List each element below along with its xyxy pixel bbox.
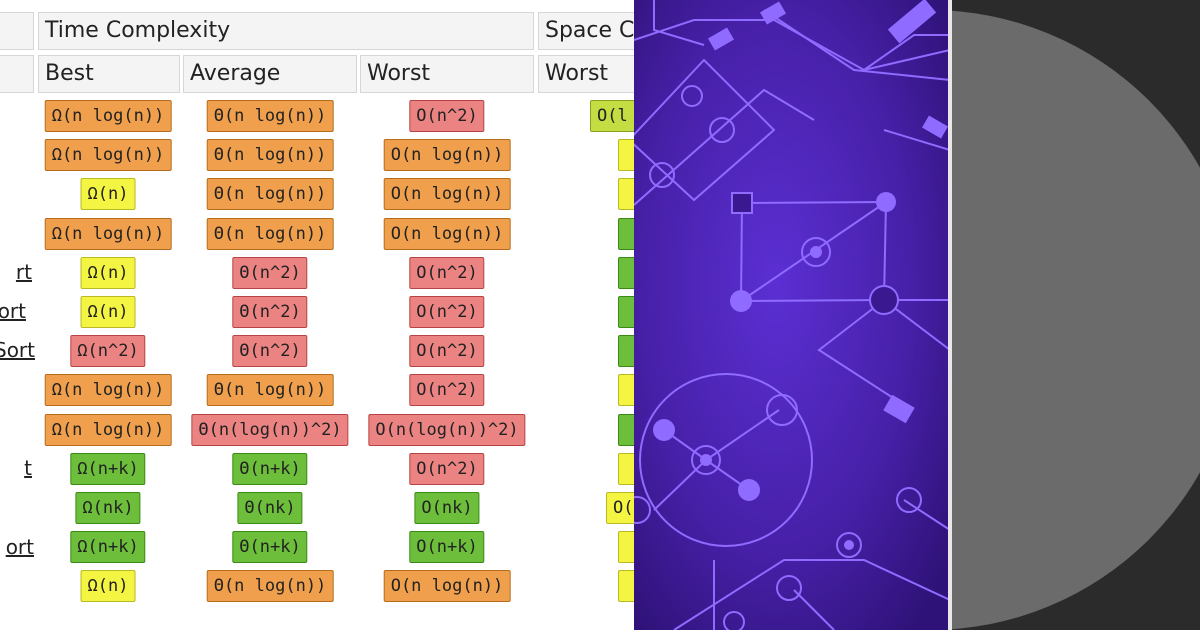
average-case-badge: Θ(n^2)	[232, 256, 308, 289]
average-case-badge: Θ(n log(n))	[206, 374, 334, 407]
header-time-complexity: Time Complexity	[38, 12, 534, 50]
average-case-badge: Θ(nk)	[237, 492, 303, 524]
best-case-badge: Ω(n log(n))	[44, 413, 172, 446]
best-case-badge: Ω(n)	[80, 296, 136, 328]
average-case-badge: Θ(n log(n))	[206, 570, 334, 603]
space-complexity-badge	[618, 413, 634, 446]
header-corner-bottom	[0, 55, 34, 93]
average-case-badge: Θ(n^2)	[232, 335, 308, 368]
worst-case-badge: O(n(log(n))^2)	[368, 413, 526, 446]
gray-disc	[950, 10, 1200, 630]
best-case-badge: Ω(n log(n))	[44, 100, 172, 132]
worst-case-badge: O(n^2)	[409, 452, 485, 485]
row-link[interactable]: ort	[0, 299, 26, 323]
best-case-badge: Ω(n)	[80, 570, 136, 603]
space-complexity-badge	[618, 335, 634, 368]
header-corner-top	[0, 12, 34, 50]
space-complexity-badge: O(	[606, 492, 634, 524]
header-average: Average	[183, 55, 357, 93]
worst-case-badge: O(n log(n))	[383, 217, 511, 250]
best-case-badge: Ω(n)	[80, 178, 136, 211]
best-case-badge: Ω(n log(n))	[44, 374, 172, 407]
worst-case-badge: O(nk)	[414, 492, 480, 524]
row-link[interactable]: ort	[5, 535, 34, 559]
space-complexity-badge	[618, 296, 634, 328]
worst-case-badge: O(n^2)	[409, 256, 485, 289]
circuit-graphic	[634, 0, 950, 630]
worst-case-badge: O(n log(n))	[383, 570, 511, 603]
average-case-badge: Θ(n log(n))	[206, 178, 334, 211]
best-case-badge: Ω(n log(n))	[44, 139, 172, 172]
best-case-badge: Ω(n)	[80, 256, 136, 289]
worst-case-badge: O(n log(n))	[383, 178, 511, 211]
worst-case-badge: O(n+k)	[409, 531, 485, 564]
average-case-badge: Θ(n+k)	[232, 452, 308, 485]
best-case-badge: Ω(n+k)	[70, 531, 146, 564]
space-complexity-badge	[618, 570, 634, 603]
dark-panel	[950, 0, 1200, 630]
header-space-worst: Worst	[538, 55, 634, 93]
row-link[interactable]: t	[24, 456, 32, 480]
worst-case-badge: O(n^2)	[409, 374, 485, 407]
circuit-illustration	[634, 0, 950, 630]
row-link[interactable]: rt	[15, 260, 32, 284]
average-case-badge: Θ(n log(n))	[206, 217, 334, 250]
average-case-badge: Θ(n log(n))	[206, 139, 334, 172]
average-case-badge: Θ(n(log(n))^2)	[191, 413, 349, 446]
best-case-badge: Ω(n^2)	[70, 335, 146, 368]
best-case-badge: Ω(n+k)	[70, 452, 146, 485]
header-worst: Worst	[360, 55, 534, 93]
space-complexity-badge: O(l	[590, 100, 634, 132]
header-best: Best	[38, 55, 180, 93]
worst-case-badge: O(n^2)	[409, 296, 485, 328]
average-case-badge: Θ(n log(n))	[206, 100, 334, 132]
space-complexity-badge	[618, 217, 634, 250]
row-link[interactable]: Sort	[0, 338, 35, 362]
space-complexity-badge	[618, 256, 634, 289]
space-complexity-badge	[618, 139, 634, 172]
space-complexity-badge	[618, 452, 634, 485]
worst-case-badge: O(n^2)	[409, 100, 485, 132]
space-complexity-badge	[618, 531, 634, 564]
average-case-badge: Θ(n+k)	[232, 531, 308, 564]
complexity-table: Time Complexity Space C Best Average Wor…	[0, 12, 634, 603]
panel-divider	[948, 0, 952, 630]
header-space-complexity: Space C	[538, 12, 634, 50]
best-case-badge: Ω(n log(n))	[44, 217, 172, 250]
worst-case-badge: O(n log(n))	[383, 139, 511, 172]
average-case-badge: Θ(n^2)	[232, 296, 308, 328]
space-complexity-badge	[618, 374, 634, 407]
space-complexity-badge	[618, 178, 634, 211]
best-case-badge: Ω(nk)	[75, 492, 141, 524]
worst-case-badge: O(n^2)	[409, 335, 485, 368]
